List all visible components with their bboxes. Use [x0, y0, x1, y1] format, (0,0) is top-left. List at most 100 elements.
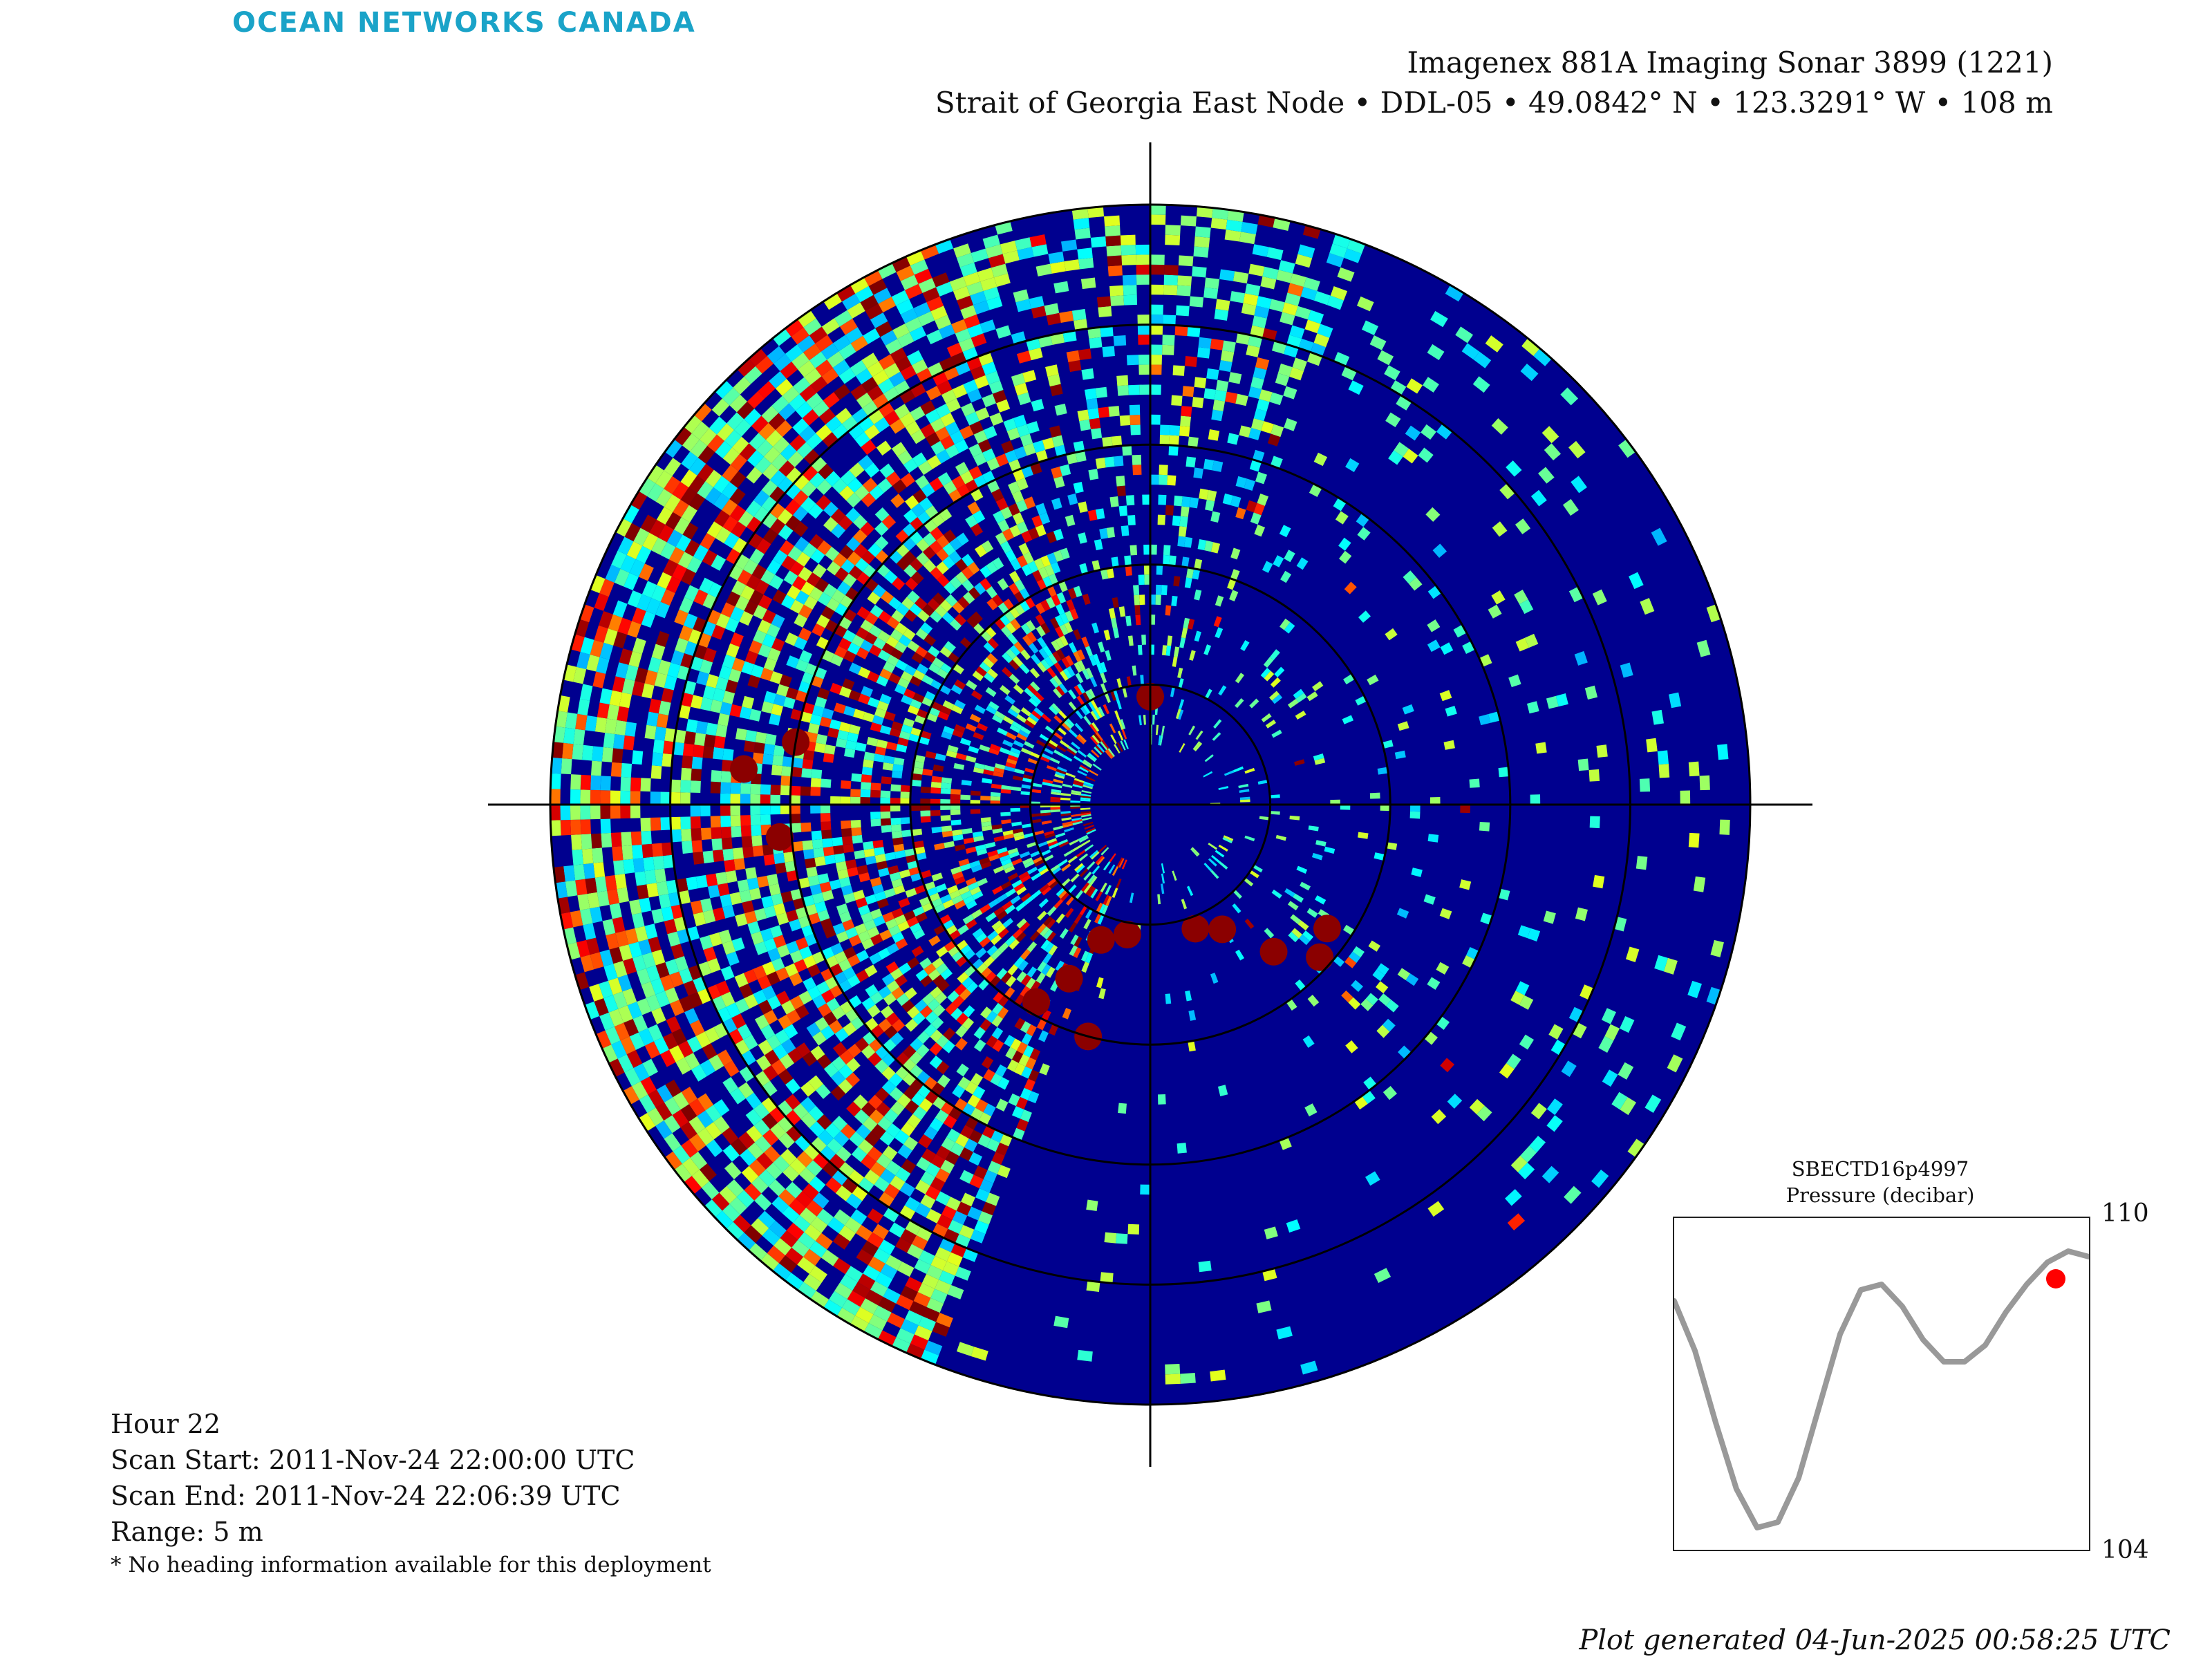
sonar-echo-cell: [1140, 1184, 1150, 1195]
sonar-echo-cell: [1210, 511, 1221, 523]
sonar-echo-cell: [891, 986, 905, 1000]
sonar-echo-cell: [1081, 636, 1089, 648]
sonar-echo-cell: [695, 874, 708, 889]
sonar-echo-cell: [855, 1306, 874, 1324]
sonar-echo-cell: [996, 399, 1011, 413]
sonar-echo-cell: [621, 678, 635, 695]
sonar-echo-cell: [1427, 639, 1441, 653]
sonar-echo-cell: [908, 866, 921, 876]
sonar-echo-cell: [1150, 414, 1161, 425]
sonar-echo-cell: [772, 1263, 791, 1281]
sonar-echo-cell: [1208, 429, 1220, 441]
sonar-echo-cell: [1022, 370, 1037, 383]
sonar-echo-cell: [1110, 295, 1125, 306]
sonar-echo-cell: [927, 998, 940, 1011]
sonar-echo-cell: [1043, 854, 1054, 862]
sonar-echo-cell: [906, 590, 920, 603]
sonar-echo-cell: [638, 478, 656, 497]
sonar-echo-cell: [707, 958, 721, 973]
sonar-echo-cell: [883, 888, 896, 899]
sonar-echo-cell: [960, 890, 973, 900]
sonar-echo-cell: [774, 693, 786, 706]
sonar-echo-cell: [830, 943, 844, 955]
sonar-echo-cell: [648, 657, 662, 673]
sonar-echo-cell: [1030, 813, 1041, 818]
sonar-echo-cell: [1210, 973, 1219, 984]
sonar-echo-cell: [693, 544, 709, 561]
sonar-echo-cell: [655, 1102, 673, 1121]
sonar-echo-cell: [1546, 1115, 1563, 1132]
sonar-echo-cell: [922, 1306, 940, 1322]
sonar-echo-cell: [733, 376, 751, 395]
sonar-echo-cell: [896, 744, 908, 753]
sonar-echo-cell: [1009, 525, 1022, 538]
sonar-echo-cell: [909, 326, 927, 341]
sonar-echo-cell: [1053, 1315, 1069, 1329]
sonar-echo-cell: [807, 964, 821, 977]
sonar-echo-cell: [970, 1073, 984, 1087]
sonar-echo-cell: [1053, 550, 1064, 562]
sonar-echo-cell: [879, 693, 892, 704]
sonar-echo-cell: [1232, 271, 1249, 284]
sonar-echo-cell: [900, 365, 917, 381]
sonar-echo-cell: [800, 1096, 816, 1113]
sonar-echo-cell: [836, 930, 849, 944]
sonar-echo-cell: [973, 731, 984, 740]
sonar-echo-cell: [750, 794, 760, 805]
sonar-echo-cell: [982, 657, 995, 668]
sonar-echo-cell: [729, 1087, 746, 1105]
sonar-echo-cell: [952, 871, 964, 880]
sonar-echo-cell: [883, 755, 895, 765]
sonar-echo-cell: [730, 1138, 747, 1156]
sonar-echo-cell: [609, 690, 622, 706]
sonar-echo-cell: [1098, 988, 1106, 1000]
sonar-echo-cell: [664, 1133, 682, 1152]
sonar-echo-cell: [1538, 467, 1555, 484]
sonar-echo-cell: [572, 744, 583, 760]
sonar-echo-cell: [881, 973, 895, 986]
sonar-echo-cell: [864, 1132, 880, 1147]
sonar-echo-cell: [1103, 704, 1110, 715]
sonar-echo-cell: [1313, 452, 1328, 467]
sonar-echo-cell: [779, 674, 792, 688]
sonar-echo-cell: [838, 686, 852, 698]
sonar-echo-cell: [771, 703, 783, 716]
sonar-echo-cell: [962, 914, 975, 925]
sonar-echo-cell: [946, 750, 957, 758]
sonar-echo-cell: [1116, 375, 1129, 386]
sonar-echo-cell: [861, 938, 874, 950]
sonar-echo-cell: [901, 671, 913, 682]
sonar-echo-cell: [936, 449, 950, 464]
sonar-echo-cell: [596, 657, 610, 674]
sonar-echo-cell: [1264, 928, 1275, 939]
sonar-echo-cell: [992, 389, 1007, 404]
sonar-echo-cell: [986, 1138, 1000, 1152]
sonar-echo-cell: [929, 610, 942, 623]
sonar-echo-cell: [1130, 545, 1138, 556]
sonar-echo-cell: [690, 439, 708, 458]
sonar-echo-cell: [903, 564, 917, 578]
sonar-echo-cell: [1073, 756, 1083, 763]
sonar-echo-cell: [684, 415, 702, 433]
sonar-echo-cell: [915, 1179, 930, 1194]
sonar-echo-cell: [1089, 876, 1098, 886]
sonar-echo-cell: [861, 997, 876, 1011]
sonar-echo-cell: [646, 711, 659, 727]
sonar-echo-cell: [1235, 476, 1247, 489]
sonar-echo-cell: [664, 987, 679, 1004]
sonar-echo-cell: [1535, 742, 1547, 754]
sonar-echo-cell: [912, 693, 925, 703]
sonar-echo-cell: [1218, 685, 1227, 696]
sonar-echo-cell: [785, 1109, 801, 1126]
sonar-echo-cell: [1100, 741, 1108, 751]
sonar-echo-cell: [787, 545, 803, 561]
sonar-echo-cell: [1163, 545, 1171, 556]
sonar-echo-cell: [623, 735, 635, 751]
sonar-echo-cell: [931, 776, 942, 783]
sonar-echo-cell: [983, 1069, 995, 1082]
sonar-echo-cell: [1327, 295, 1344, 310]
sonar-echo-cell: [908, 733, 921, 743]
sonar-echo-cell: [1411, 868, 1423, 877]
sonar-echo-cell: [1192, 741, 1201, 751]
sonar-echo-cell: [718, 713, 730, 727]
